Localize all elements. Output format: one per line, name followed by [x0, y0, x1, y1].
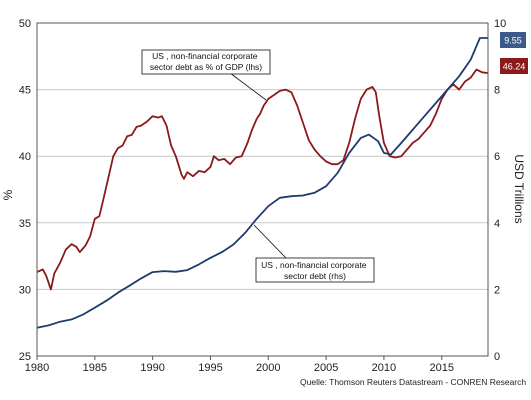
x-tick-label-2000: 2000 — [256, 362, 280, 374]
right-tick-label-2: 2 — [494, 284, 500, 296]
x-axis-ticks: 1980 1985 1990 1995 2000 2005 2010 2015 — [25, 356, 454, 374]
callout-line-1: US , non-financial corporate — [261, 260, 367, 270]
callout-text: US , non-financial corporate sector debt… — [150, 51, 262, 72]
end-badge-usd: 9.55 — [500, 32, 526, 48]
x-tick-label-2015: 2015 — [430, 362, 454, 374]
badge-value: 9.55 — [504, 36, 522, 46]
series-debt-to-gdp — [36, 68, 489, 291]
x-tick-label-1980: 1980 — [25, 362, 49, 374]
callout-line-1: US , non-financial corporate — [152, 51, 258, 61]
callout-leader-line — [229, 72, 267, 101]
callout-box — [141, 49, 271, 75]
callout-debt-to-gdp: US , non-financial corporate sector debt… — [141, 49, 271, 101]
callout-box — [255, 257, 375, 283]
left-axis-title: % — [1, 189, 15, 200]
series-line-usd — [36, 37, 488, 329]
left-tick-label-35: 35 — [19, 218, 31, 230]
plot-frame — [36, 22, 489, 357]
callout-leader-line — [253, 224, 287, 259]
source-note: Quelle: Thomson Reuters Datastream - CON… — [300, 377, 527, 387]
right-tick-label-8: 8 — [494, 85, 500, 97]
callout-line-2: sector debt (rhs) — [284, 271, 346, 281]
callout-debt-usd: US , non-financial corporate sector debt… — [253, 224, 375, 283]
right-axis-ticks: 0 2 4 6 8 10 — [494, 18, 506, 363]
x-tick-label-2010: 2010 — [372, 362, 396, 374]
badge-value: 46.24 — [503, 62, 526, 72]
callout-line-2: sector debt as % of GDP (lhs) — [150, 62, 262, 72]
badge-box — [500, 58, 528, 74]
x-tick-label-1985: 1985 — [83, 362, 107, 374]
left-tick-label-40: 40 — [19, 151, 31, 163]
left-tick-label-50: 50 — [19, 18, 31, 30]
left-axis-ticks: 25 30 35 40 45 50 — [19, 18, 31, 363]
x-tick-label-1990: 1990 — [140, 362, 164, 374]
badge-box — [500, 32, 526, 48]
right-tick-label-10: 10 — [494, 18, 506, 30]
x-tick-label-2005: 2005 — [314, 362, 338, 374]
end-badge-gdp: 46.24 — [500, 58, 528, 74]
x-tick-label-1995: 1995 — [198, 362, 222, 374]
right-tick-label-0: 0 — [494, 351, 500, 363]
callout-text: US , non-financial corporate sector debt… — [261, 260, 369, 281]
left-tick-label-25: 25 — [19, 351, 31, 363]
left-tick-label-30: 30 — [19, 284, 31, 296]
series-line-gdp — [36, 68, 489, 291]
left-tick-label-45: 45 — [19, 85, 31, 97]
series-debt-usd — [36, 37, 488, 329]
right-tick-label-6: 6 — [494, 151, 500, 163]
right-axis-title: USD Trillions — [512, 154, 526, 223]
right-tick-label-4: 4 — [494, 218, 500, 230]
